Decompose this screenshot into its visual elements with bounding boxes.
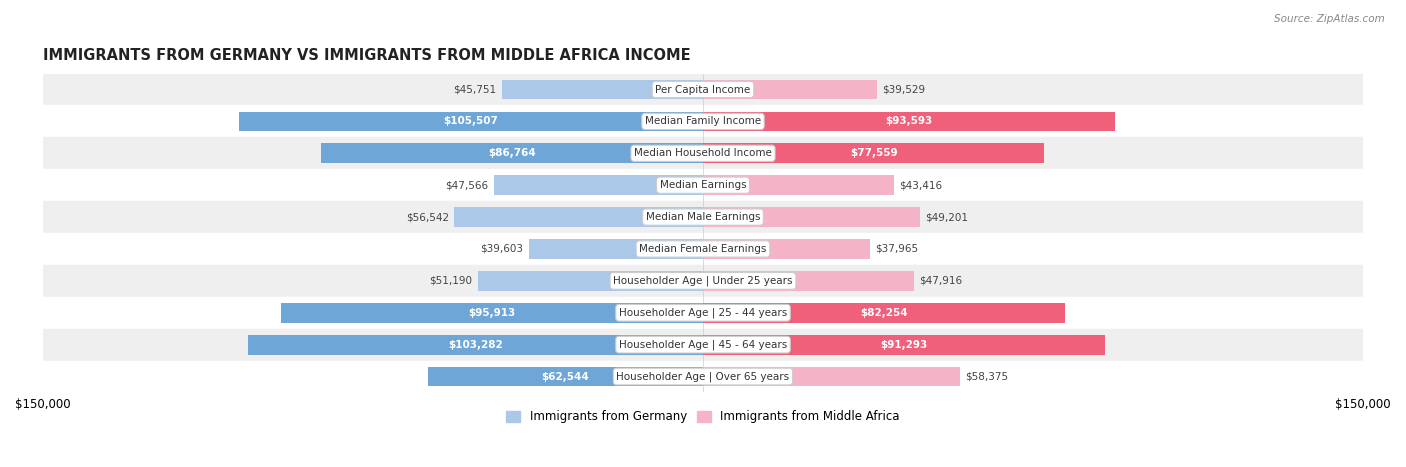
- Text: $58,375: $58,375: [965, 372, 1008, 382]
- Bar: [42, 74, 1364, 106]
- Bar: [42, 106, 1364, 137]
- Bar: [703, 335, 1105, 354]
- Bar: [703, 303, 1064, 323]
- Bar: [703, 207, 920, 227]
- Text: Median Earnings: Median Earnings: [659, 180, 747, 190]
- Bar: [42, 233, 1364, 265]
- Bar: [427, 367, 703, 386]
- Text: $45,751: $45,751: [453, 85, 496, 94]
- Text: $39,529: $39,529: [882, 85, 925, 94]
- Bar: [42, 169, 1364, 201]
- Bar: [454, 207, 703, 227]
- Text: $105,507: $105,507: [443, 116, 498, 127]
- Text: Median Family Income: Median Family Income: [645, 116, 761, 127]
- Bar: [703, 239, 870, 259]
- Text: $56,542: $56,542: [406, 212, 449, 222]
- Bar: [703, 367, 960, 386]
- Text: Householder Age | Under 25 years: Householder Age | Under 25 years: [613, 276, 793, 286]
- Text: Source: ZipAtlas.com: Source: ZipAtlas.com: [1274, 14, 1385, 24]
- Text: Per Capita Income: Per Capita Income: [655, 85, 751, 94]
- Bar: [42, 361, 1364, 392]
- Bar: [42, 297, 1364, 329]
- Text: $86,764: $86,764: [488, 149, 536, 158]
- Bar: [502, 80, 703, 99]
- Bar: [703, 80, 877, 99]
- Bar: [42, 265, 1364, 297]
- Bar: [494, 175, 703, 195]
- Text: IMMIGRANTS FROM GERMANY VS IMMIGRANTS FROM MIDDLE AFRICA INCOME: IMMIGRANTS FROM GERMANY VS IMMIGRANTS FR…: [42, 48, 690, 63]
- Bar: [478, 271, 703, 291]
- Bar: [529, 239, 703, 259]
- Text: $49,201: $49,201: [925, 212, 967, 222]
- Bar: [42, 137, 1364, 169]
- Text: $62,544: $62,544: [541, 372, 589, 382]
- Text: $91,293: $91,293: [880, 340, 928, 350]
- Text: $93,593: $93,593: [886, 116, 932, 127]
- Text: $47,916: $47,916: [920, 276, 962, 286]
- Bar: [249, 335, 703, 354]
- Bar: [239, 112, 703, 131]
- Text: Median Male Earnings: Median Male Earnings: [645, 212, 761, 222]
- Text: Median Female Earnings: Median Female Earnings: [640, 244, 766, 254]
- Text: $95,913: $95,913: [468, 308, 516, 318]
- Text: $43,416: $43,416: [900, 180, 942, 190]
- Text: Householder Age | Over 65 years: Householder Age | Over 65 years: [616, 371, 790, 382]
- Text: $77,559: $77,559: [849, 149, 897, 158]
- Legend: Immigrants from Germany, Immigrants from Middle Africa: Immigrants from Germany, Immigrants from…: [502, 405, 904, 428]
- Text: $37,965: $37,965: [876, 244, 918, 254]
- Bar: [703, 271, 914, 291]
- Text: $39,603: $39,603: [481, 244, 523, 254]
- Bar: [42, 201, 1364, 233]
- Text: $82,254: $82,254: [860, 308, 908, 318]
- Bar: [42, 329, 1364, 361]
- Text: $47,566: $47,566: [446, 180, 488, 190]
- Bar: [321, 143, 703, 163]
- Bar: [703, 112, 1115, 131]
- Bar: [703, 175, 894, 195]
- Text: $51,190: $51,190: [429, 276, 472, 286]
- Bar: [281, 303, 703, 323]
- Bar: [703, 143, 1045, 163]
- Text: $103,282: $103,282: [449, 340, 503, 350]
- Text: Householder Age | 45 - 64 years: Householder Age | 45 - 64 years: [619, 340, 787, 350]
- Text: Median Household Income: Median Household Income: [634, 149, 772, 158]
- Text: Householder Age | 25 - 44 years: Householder Age | 25 - 44 years: [619, 307, 787, 318]
